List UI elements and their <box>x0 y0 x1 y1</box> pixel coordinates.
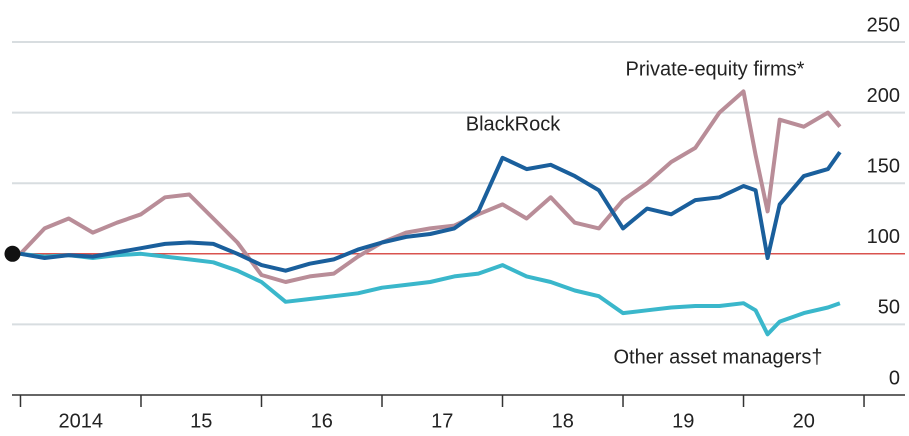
series-label: BlackRock <box>466 113 561 135</box>
y-tick-label: 150 <box>867 155 900 177</box>
x-tick-label: 17 <box>431 410 453 432</box>
start-dot <box>4 245 21 262</box>
x-tick-label: 18 <box>552 410 574 432</box>
x-tick-label: 2014 <box>58 410 103 432</box>
series-label: Other asset managers† <box>614 346 823 368</box>
y-tick-label: 100 <box>867 226 900 248</box>
series-line <box>20 251 841 337</box>
series-line <box>19 89 842 284</box>
x-tick-label: 16 <box>311 410 333 432</box>
x-tick-label: 15 <box>190 410 212 432</box>
y-tick-label: 50 <box>878 297 900 319</box>
y-tick-label: 0 <box>889 367 900 389</box>
y-tick-label: 250 <box>867 14 900 36</box>
x-tick-label: 20 <box>793 410 815 432</box>
x-tick-label: 19 <box>672 410 694 432</box>
series-line <box>20 150 842 273</box>
y-tick-label: 200 <box>867 85 900 107</box>
series-label: Private-equity firms* <box>626 58 805 80</box>
